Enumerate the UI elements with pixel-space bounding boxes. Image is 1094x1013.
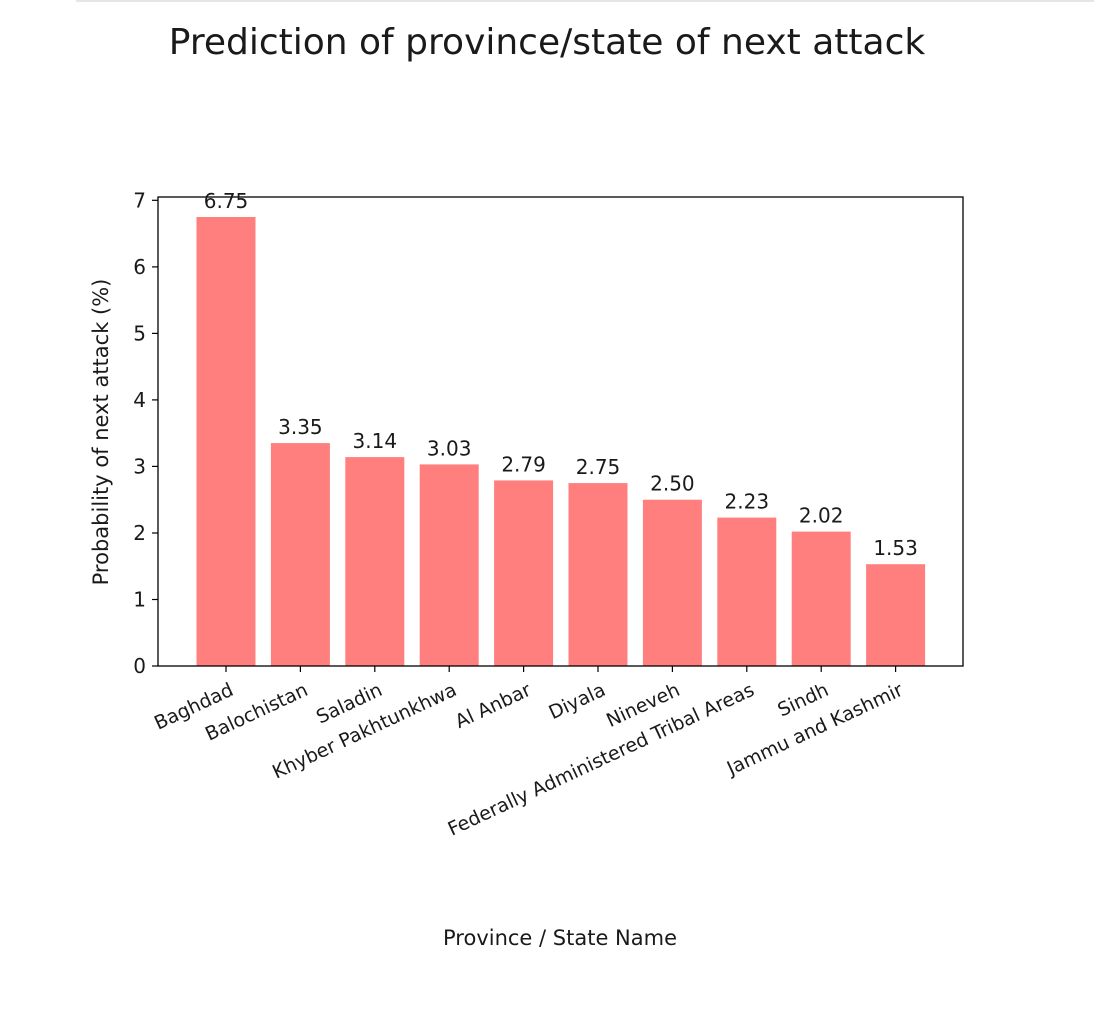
cell-top-divider — [76, 0, 1094, 2]
y-tick-label: 1 — [133, 588, 146, 612]
y-tick-label: 3 — [133, 454, 146, 478]
y-tick-label: 0 — [133, 654, 146, 678]
data-label: 2.79 — [501, 452, 546, 476]
x-axis-label: Province / State Name — [443, 926, 677, 950]
y-tick-label: 5 — [133, 321, 146, 345]
bar — [866, 564, 926, 666]
data-label: 2.23 — [725, 490, 770, 514]
data-label: 2.50 — [650, 472, 695, 496]
y-tick-label: 7 — [133, 188, 146, 212]
y-tick-label: 6 — [133, 255, 146, 279]
bar — [791, 531, 851, 666]
data-label: 1.53 — [873, 536, 918, 560]
y-tick-label: 4 — [133, 388, 146, 412]
bar — [717, 517, 777, 666]
bar — [494, 480, 554, 666]
y-tick-label: 2 — [133, 521, 146, 545]
data-labels: 6.75 3.35 3.14 3.03 2.79 2.75 2.50 2.23 2.02 1.53 — [204, 189, 918, 560]
bar — [568, 483, 628, 666]
data-label: 3.35 — [278, 415, 323, 439]
data-label: 6.75 — [204, 189, 249, 213]
y-axis-label: Probability of next attack (%) — [89, 279, 113, 586]
bar — [419, 464, 479, 666]
bar — [642, 499, 702, 666]
bar — [196, 217, 256, 666]
x-tick-label: Al Anbar — [452, 679, 535, 733]
y-axis: 0 1 2 3 4 5 6 7 — [133, 188, 158, 678]
chart-title: Prediction of province/state of next att… — [168, 22, 926, 63]
data-label: 2.75 — [576, 455, 621, 479]
bar — [270, 443, 330, 666]
x-tick-label: Diyala — [545, 679, 608, 724]
data-label: 3.14 — [353, 429, 398, 453]
plot-frame — [157, 196, 964, 667]
bars-layer — [196, 217, 926, 666]
data-label: 3.03 — [427, 436, 472, 460]
data-label: 2.02 — [799, 504, 844, 528]
bar — [345, 457, 405, 666]
